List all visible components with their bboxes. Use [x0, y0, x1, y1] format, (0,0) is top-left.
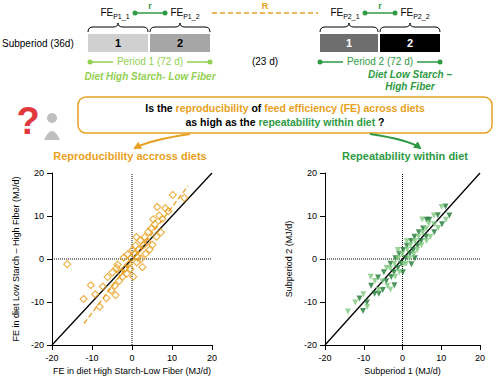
- svg-text:1: 1: [115, 37, 121, 49]
- svg-text:0: 0: [400, 353, 405, 363]
- svg-text:Reproducibility accross diets: Reproducibility accross diets: [53, 150, 206, 162]
- svg-text:Subperiod 1 (MJ/d): Subperiod 1 (MJ/d): [364, 366, 441, 376]
- svg-text:20: 20: [475, 353, 485, 363]
- svg-text:20: 20: [207, 353, 217, 363]
- svg-text:0: 0: [39, 254, 44, 264]
- svg-text:Period 1 (72 d): Period 1 (72 d): [117, 56, 183, 67]
- svg-text:2: 2: [177, 37, 183, 49]
- svg-text:20: 20: [307, 168, 317, 178]
- svg-text:FEP2_1: FEP2_1: [330, 7, 359, 21]
- svg-text:FEP1_1: FEP1_1: [100, 7, 129, 21]
- svg-text:-20: -20: [318, 353, 331, 363]
- svg-text:0: 0: [129, 353, 134, 363]
- svg-text:FEP2_2: FEP2_2: [400, 7, 429, 21]
- svg-text:10: 10: [167, 353, 177, 363]
- svg-text:-20: -20: [31, 340, 44, 350]
- svg-text:(23 d): (23 d): [252, 56, 278, 67]
- svg-text:0: 0: [312, 254, 317, 264]
- svg-text:-10: -10: [304, 297, 317, 307]
- svg-text:20: 20: [34, 168, 44, 178]
- svg-text:Is the reproducibility of feed: Is the reproducibility of feed efficienc…: [145, 102, 425, 114]
- svg-text:10: 10: [307, 211, 317, 221]
- svg-text:FEP1_2: FEP1_2: [170, 7, 199, 21]
- svg-text:?: ?: [16, 100, 39, 142]
- svg-text:1: 1: [346, 37, 352, 49]
- svg-text:FE in diet Low Starch – High F: FE in diet Low Starch – High Fiber (MJ/d…: [11, 176, 21, 341]
- svg-text:as high as the repeatability w: as high as the repeatability within diet…: [186, 116, 385, 128]
- svg-text:2: 2: [407, 37, 413, 49]
- svg-text:-10: -10: [357, 353, 370, 363]
- svg-text:-20: -20: [304, 340, 317, 350]
- svg-text:-10: -10: [31, 297, 44, 307]
- svg-text:10: 10: [436, 353, 446, 363]
- svg-text:Diet Low Starch –: Diet Low Starch –: [368, 69, 452, 80]
- svg-text:Subperiod (36d): Subperiod (36d): [2, 38, 74, 49]
- svg-text:Diet High Starch- Low Fiber: Diet High Starch- Low Fiber: [84, 71, 216, 82]
- svg-text:r: r: [378, 1, 382, 11]
- svg-text:Subperiod 2 (MJ/d): Subperiod 2 (MJ/d): [284, 221, 294, 298]
- svg-text:10: 10: [34, 211, 44, 221]
- svg-text:R: R: [262, 1, 269, 11]
- svg-text:High Fiber: High Fiber: [385, 81, 436, 92]
- svg-text:-10: -10: [85, 353, 98, 363]
- svg-text:FE in diet High Starch-Low Fib: FE in diet High Starch-Low Fiber (MJ/d): [53, 366, 211, 376]
- svg-text:-20: -20: [45, 353, 58, 363]
- svg-text:Repeatability within diet: Repeatability within diet: [342, 150, 468, 162]
- svg-text:r: r: [148, 1, 152, 11]
- svg-text:Period 2 (72 d): Period 2 (72 d): [347, 56, 413, 67]
